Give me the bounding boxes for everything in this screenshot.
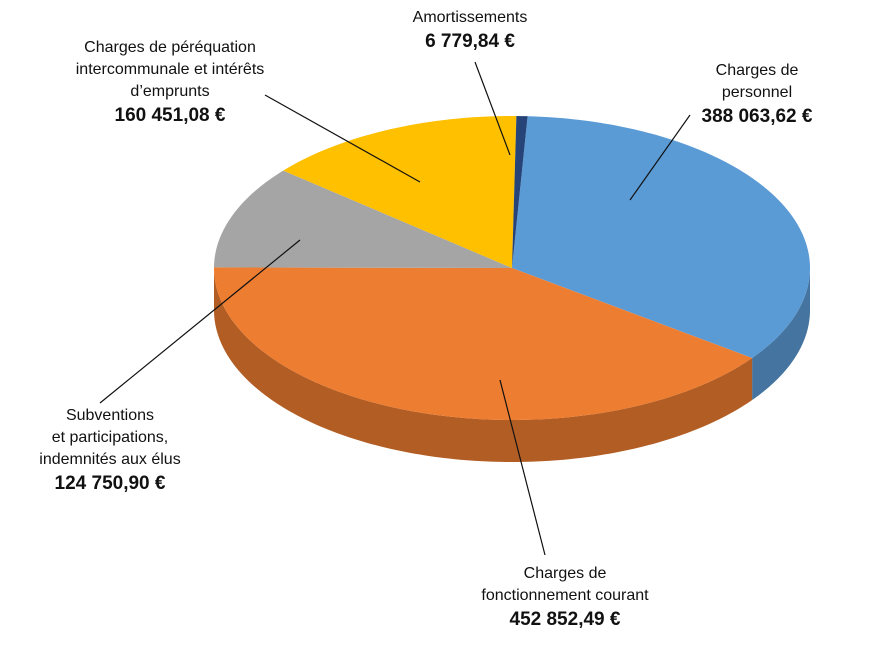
category-label: Amortissements [412, 9, 528, 26]
slice-side-shade [214, 268, 753, 462]
slice [283, 116, 517, 268]
slice-side [214, 268, 753, 462]
leader-line [474, 61, 511, 156]
slice-label: Charges de personnel 388 063,62 € [699, 60, 816, 130]
value-label: 388 063,62 € [701, 106, 813, 127]
slice-label: Amortissements 6 779,84 € [413, 7, 528, 55]
slice [214, 170, 512, 268]
slice-label: Charges de fonctionnement courant 452 852… [481, 563, 648, 633]
value-label: 124 750,90 € [54, 473, 166, 494]
slice-label: Charges de péréquation intercommunale et… [76, 37, 265, 129]
slice [512, 116, 528, 268]
category-label: Subventions et participations, indemnité… [39, 407, 181, 468]
slice [512, 116, 810, 359]
slice-label: Subventions et participations, indemnité… [39, 405, 180, 497]
category-label: Charges de personnel [715, 62, 799, 101]
value-label: 452 852,49 € [509, 609, 621, 630]
category-label: Charges de fonctionnement courant [481, 565, 649, 604]
slice-side [752, 268, 810, 401]
slice [214, 267, 753, 420]
value-label: 160 451,08 € [114, 105, 226, 126]
slice-side-shade [752, 268, 810, 401]
leader-line [629, 114, 691, 201]
leader-line [99, 239, 301, 404]
category-label: Charges de péréquation intercommunale et… [75, 39, 265, 100]
value-label: 6 779,84 € [425, 31, 515, 52]
leader-line [499, 379, 546, 556]
leader-line [264, 94, 421, 183]
